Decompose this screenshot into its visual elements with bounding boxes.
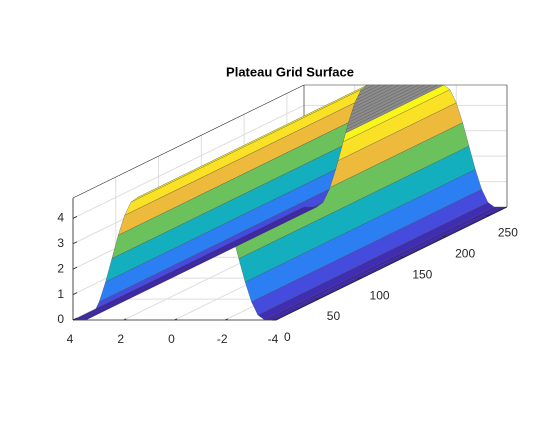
x-tick-label: -4 xyxy=(268,332,279,346)
surface-face xyxy=(73,206,311,320)
z-tick-label: 2 xyxy=(57,261,64,275)
x-tick xyxy=(123,318,127,321)
x-tick xyxy=(225,318,228,321)
y-tick-label: 0 xyxy=(284,330,291,344)
z-tick xyxy=(72,215,78,219)
y-tick-label: 150 xyxy=(412,267,432,281)
x-tick xyxy=(174,318,178,321)
z-tick xyxy=(72,241,78,245)
y-tick-label: 50 xyxy=(327,309,341,323)
grid-line xyxy=(72,104,305,219)
chart-title: Plateau Grid Surface xyxy=(226,64,354,79)
x-tick-label: 0 xyxy=(168,332,175,346)
z-tick xyxy=(72,266,78,270)
z-tick-label: 1 xyxy=(57,287,64,301)
y-tick-label: 200 xyxy=(455,246,475,260)
x-tick-label: 4 xyxy=(67,332,74,346)
z-tick xyxy=(72,317,78,321)
y-axis xyxy=(275,206,508,321)
x-tick-label: 2 xyxy=(117,332,124,346)
x-tick xyxy=(275,318,279,321)
z-tick xyxy=(72,292,78,295)
y-tick-label: 100 xyxy=(370,288,390,302)
y-tick-label: 250 xyxy=(498,226,518,240)
z-tick-label: 4 xyxy=(57,211,64,225)
box-edge xyxy=(72,84,305,199)
z-tick-label: 0 xyxy=(57,312,64,326)
x-tick-label: -2 xyxy=(217,332,228,346)
z-tick-label: 3 xyxy=(57,236,64,250)
